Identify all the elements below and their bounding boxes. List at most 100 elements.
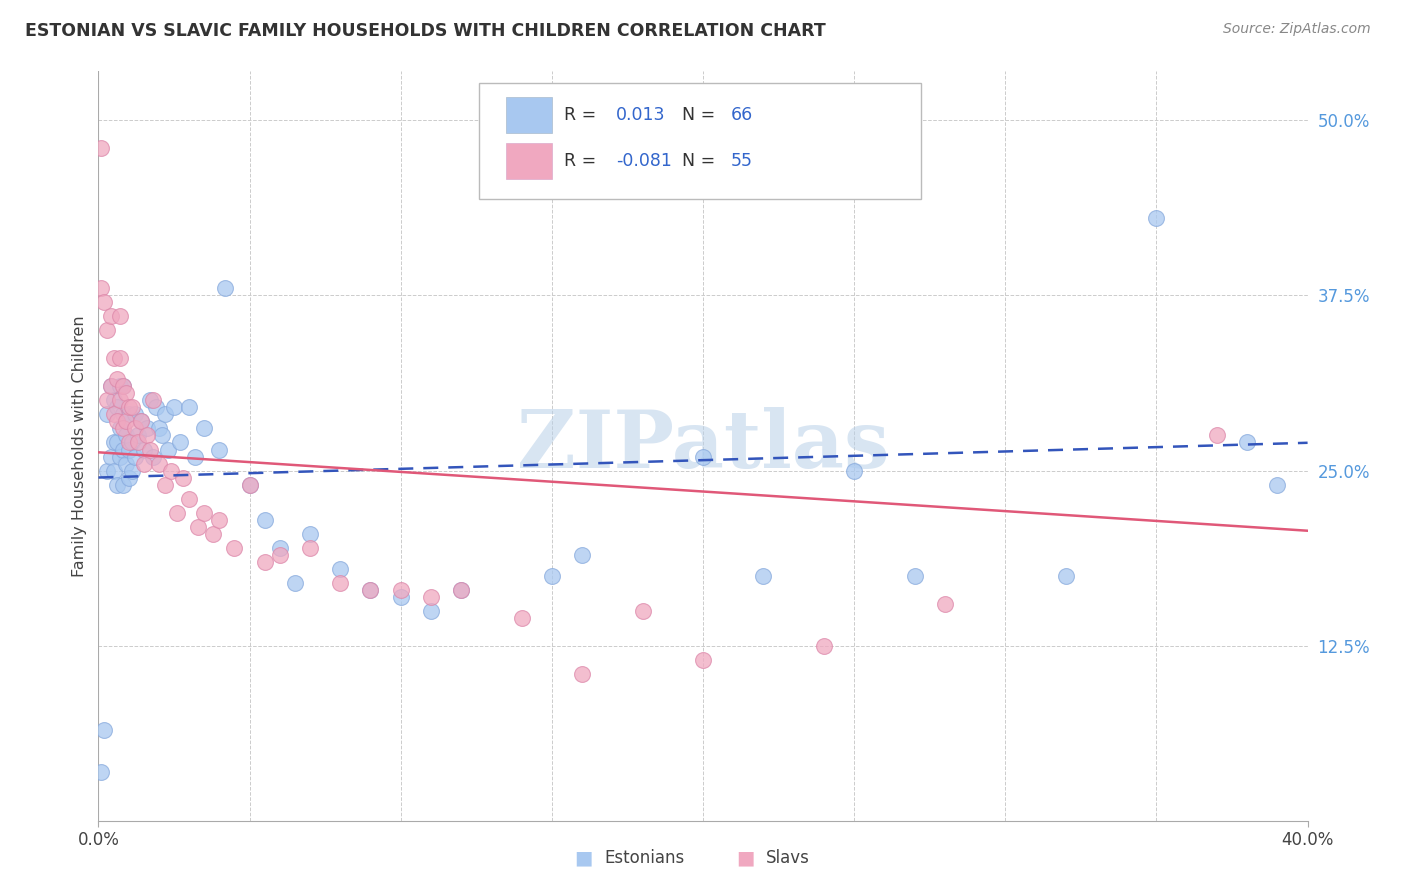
Point bbox=[142, 450, 165, 464]
Point bbox=[103, 463, 125, 477]
Text: ■: ■ bbox=[735, 848, 755, 868]
Point bbox=[284, 575, 307, 590]
Point bbox=[93, 295, 115, 310]
Y-axis label: Family Households with Children: Family Households with Children bbox=[72, 315, 87, 577]
Text: N =: N = bbox=[682, 106, 721, 124]
Point bbox=[450, 582, 472, 597]
Point bbox=[631, 603, 654, 617]
Point bbox=[1236, 435, 1258, 450]
Point bbox=[121, 435, 143, 450]
Point bbox=[904, 568, 927, 582]
Point bbox=[105, 477, 128, 491]
Point bbox=[153, 408, 176, 422]
Text: ZIPatlas: ZIPatlas bbox=[517, 407, 889, 485]
Point bbox=[127, 435, 149, 450]
Point bbox=[139, 442, 162, 457]
Point bbox=[692, 652, 714, 666]
Point bbox=[224, 541, 246, 555]
Point bbox=[510, 610, 533, 624]
Point bbox=[239, 477, 262, 491]
Point bbox=[90, 141, 112, 155]
Point bbox=[103, 408, 125, 422]
Point bbox=[93, 723, 115, 737]
Point bbox=[179, 491, 201, 506]
Point bbox=[111, 421, 134, 435]
Point bbox=[108, 450, 131, 464]
Point bbox=[105, 415, 128, 429]
Text: -0.081: -0.081 bbox=[616, 153, 672, 170]
Point bbox=[139, 393, 162, 408]
Point bbox=[156, 442, 179, 457]
Point bbox=[184, 450, 207, 464]
Point bbox=[103, 435, 125, 450]
Point bbox=[450, 582, 472, 597]
Point bbox=[160, 463, 183, 477]
Point bbox=[148, 421, 170, 435]
FancyBboxPatch shape bbox=[479, 83, 921, 199]
Point bbox=[1267, 477, 1289, 491]
Point bbox=[118, 442, 141, 457]
Point bbox=[1144, 211, 1167, 226]
Point bbox=[118, 401, 141, 415]
Point bbox=[96, 408, 118, 422]
Point bbox=[420, 603, 443, 617]
Point bbox=[135, 428, 157, 442]
Point bbox=[1206, 428, 1229, 442]
Point bbox=[571, 666, 593, 681]
Point bbox=[127, 428, 149, 442]
Point bbox=[269, 548, 291, 562]
Point bbox=[124, 408, 146, 422]
Point bbox=[169, 435, 191, 450]
Point bbox=[253, 512, 276, 526]
Point bbox=[420, 590, 443, 604]
Point bbox=[193, 506, 215, 520]
Point bbox=[108, 379, 131, 393]
Point bbox=[187, 519, 209, 533]
Point bbox=[111, 408, 134, 422]
Point bbox=[108, 310, 131, 324]
Text: R =: R = bbox=[564, 153, 602, 170]
Point bbox=[103, 393, 125, 408]
Text: 55: 55 bbox=[731, 153, 752, 170]
Point bbox=[540, 568, 562, 582]
Point bbox=[111, 379, 134, 393]
Point bbox=[1054, 568, 1077, 582]
Point bbox=[105, 372, 128, 386]
Point bbox=[100, 379, 122, 393]
Point bbox=[208, 512, 231, 526]
Point bbox=[100, 379, 122, 393]
Point bbox=[124, 450, 146, 464]
Point bbox=[934, 597, 956, 611]
Point bbox=[571, 548, 593, 562]
Point bbox=[90, 281, 112, 295]
Point bbox=[299, 541, 322, 555]
Point bbox=[114, 415, 136, 429]
Point bbox=[96, 393, 118, 408]
Text: 66: 66 bbox=[731, 106, 754, 124]
Point bbox=[172, 470, 194, 484]
Point bbox=[108, 351, 131, 366]
Point bbox=[214, 281, 236, 295]
Point bbox=[118, 408, 141, 422]
Text: Source: ZipAtlas.com: Source: ZipAtlas.com bbox=[1223, 22, 1371, 37]
Point bbox=[142, 393, 165, 408]
Point bbox=[153, 477, 176, 491]
Point bbox=[360, 582, 382, 597]
Point bbox=[121, 463, 143, 477]
Point bbox=[105, 435, 128, 450]
Point bbox=[129, 415, 152, 429]
Text: Estonians: Estonians bbox=[605, 849, 685, 867]
Point bbox=[163, 401, 186, 415]
Point bbox=[114, 428, 136, 442]
Point bbox=[360, 582, 382, 597]
Point bbox=[329, 575, 352, 590]
Point bbox=[329, 561, 352, 575]
Text: ESTONIAN VS SLAVIC FAMILY HOUSEHOLDS WITH CHILDREN CORRELATION CHART: ESTONIAN VS SLAVIC FAMILY HOUSEHOLDS WIT… bbox=[25, 22, 827, 40]
Point bbox=[193, 421, 215, 435]
Point bbox=[118, 435, 141, 450]
Point bbox=[111, 442, 134, 457]
Point bbox=[208, 442, 231, 457]
Point bbox=[103, 351, 125, 366]
Point bbox=[150, 428, 173, 442]
Point bbox=[90, 764, 112, 779]
